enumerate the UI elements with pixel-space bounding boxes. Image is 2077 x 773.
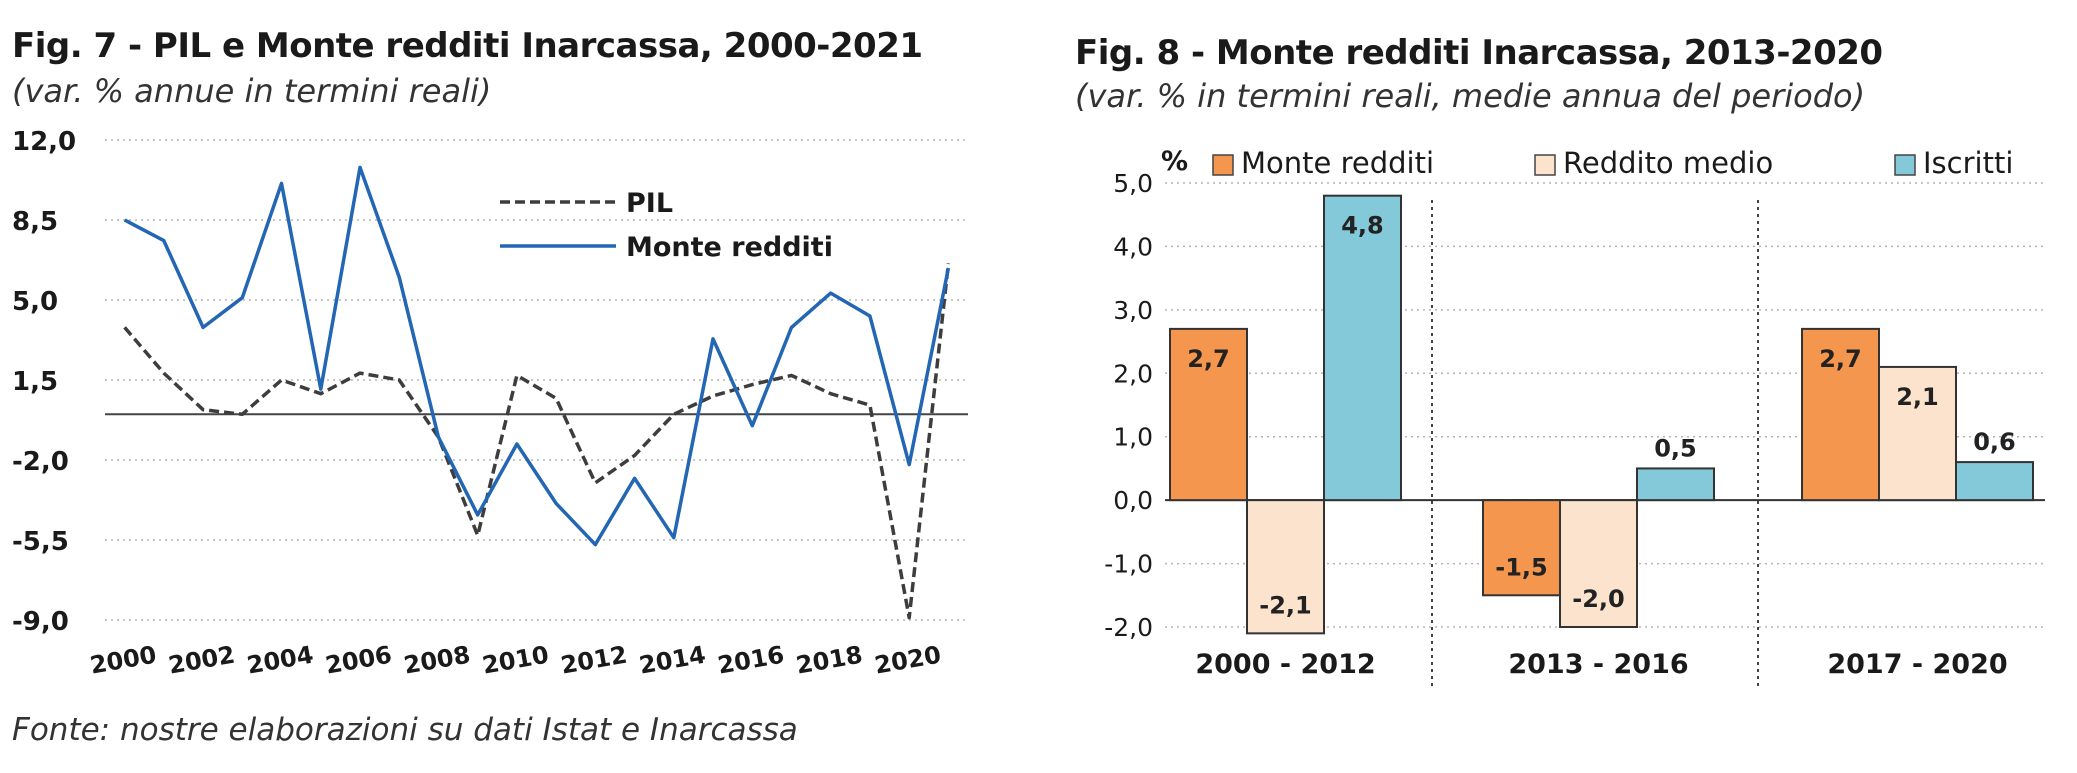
legend-label: Monte redditi [1241, 146, 1434, 180]
series-line-pil [123, 263, 951, 620]
y-tick-label: 1,5 [12, 367, 58, 397]
data-label: 4,8 [1341, 212, 1384, 240]
fig8-subtitle: (var. % in termini reali, medie annua de… [1075, 77, 1866, 115]
y-tick-label: 12,0 [12, 127, 76, 157]
x-tick-label: 2014 [637, 641, 708, 680]
x-tick-label: 2004 [245, 641, 316, 680]
bar [1878, 365, 1957, 502]
y-tick-label: 0,0 [1113, 486, 1153, 515]
bar [1801, 327, 1880, 502]
y-tick-label: 3,0 [1113, 296, 1153, 325]
y-tick-label: 1,0 [1113, 423, 1153, 452]
legend-swatch [1894, 154, 1916, 176]
x-tick-label: 2012 [559, 641, 630, 680]
bar [1482, 499, 1561, 597]
legend-swatch [1534, 154, 1556, 176]
y-tick-label: -5,5 [12, 527, 69, 557]
data-label: -2,1 [1259, 591, 1311, 619]
data-label: -2,0 [1572, 585, 1624, 613]
y-tick-label: -9,0 [12, 607, 69, 637]
data-label: 0,5 [1654, 434, 1697, 462]
legend-label: Iscritti [1923, 146, 2013, 180]
x-tick-label: 2006 [323, 641, 394, 680]
y-tick-label: 8,5 [12, 207, 58, 237]
x-tick-label: 2000 [88, 641, 159, 680]
bar [1559, 499, 1638, 628]
bar [1323, 194, 1402, 502]
category-label: 2017 - 2020 [1827, 649, 2007, 680]
y-tick-label: 5,0 [1113, 169, 1153, 198]
x-tick-label: 2002 [166, 641, 237, 680]
data-label: 0,6 [1973, 428, 2016, 456]
y-tick-label: -2,0 [1104, 613, 1153, 642]
y-tick-label: 5,0 [12, 287, 58, 317]
data-label: -1,5 [1495, 553, 1547, 581]
bar [1169, 327, 1248, 502]
data-label: 2,7 [1819, 345, 1862, 373]
legend-label: Reddito medio [1563, 146, 1773, 180]
unit-label: % [1161, 146, 1188, 177]
y-tick-label: 2,0 [1113, 359, 1153, 388]
y-tick-label: -2,0 [12, 447, 69, 477]
series-line-monte-redditi [123, 165, 951, 547]
x-tick-label: 2010 [480, 641, 551, 680]
x-tick-label: 2008 [402, 641, 473, 680]
fig7-title: Fig. 7 - PIL e Monte redditi Inarcassa, … [12, 26, 923, 66]
bar [1955, 461, 2034, 502]
bar [1636, 467, 1715, 502]
x-tick-label: 2016 [716, 641, 787, 680]
x-tick-label: 2020 [872, 641, 943, 680]
legend-label: PIL [626, 188, 673, 219]
fig7-subtitle: (var. % annue in termini reali) [12, 72, 492, 110]
data-label: 2,1 [1896, 383, 1939, 411]
y-tick-label: 4,0 [1113, 232, 1153, 261]
y-tick-label: -1,0 [1104, 550, 1153, 579]
source-note: Fonte: nostre elaborazioni su dati Istat… [12, 712, 798, 748]
category-label: 2000 - 2012 [1195, 649, 1375, 680]
legend-swatch [1212, 154, 1234, 176]
fig8-bar-chart: 5,0 4,0 3,0 2,0 1,0 0,0 -1,0 -2,0% Monte redditi… [1104, 146, 2045, 690]
bar [1246, 499, 1325, 635]
x-tick-label: 2018 [794, 641, 865, 680]
data-label: 2,7 [1187, 345, 1230, 373]
fig8-title: Fig. 8 - Monte redditi Inarcassa, 2013-2… [1075, 33, 1883, 73]
legend-label: Monte redditi [626, 232, 833, 263]
category-label: 2013 - 2016 [1508, 649, 1688, 680]
